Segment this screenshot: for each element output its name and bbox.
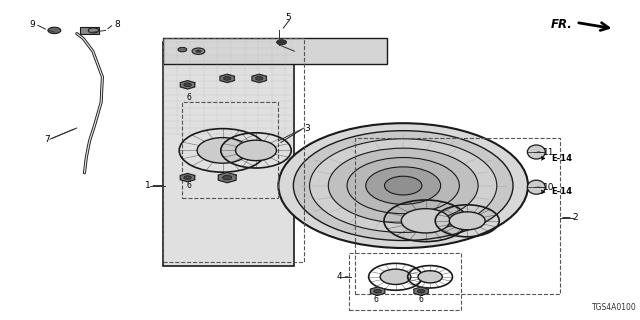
Circle shape bbox=[347, 157, 460, 214]
Text: E-14: E-14 bbox=[552, 154, 573, 163]
Text: 11: 11 bbox=[543, 148, 554, 156]
Polygon shape bbox=[218, 172, 236, 183]
Text: 2: 2 bbox=[573, 213, 579, 222]
Bar bbox=[80, 27, 99, 34]
Circle shape bbox=[374, 289, 381, 293]
Bar bbox=[355, 138, 560, 294]
Circle shape bbox=[184, 83, 191, 87]
Circle shape bbox=[417, 289, 425, 293]
Circle shape bbox=[328, 148, 478, 223]
Circle shape bbox=[418, 271, 442, 283]
FancyBboxPatch shape bbox=[163, 42, 294, 266]
Text: 1: 1 bbox=[145, 181, 150, 190]
Bar bbox=[163, 38, 304, 262]
Circle shape bbox=[236, 140, 276, 161]
Circle shape bbox=[197, 138, 248, 163]
Text: 6: 6 bbox=[419, 295, 424, 304]
Text: 6: 6 bbox=[186, 181, 191, 190]
Text: 6: 6 bbox=[186, 93, 191, 102]
FancyBboxPatch shape bbox=[163, 38, 387, 64]
Text: FR.: FR. bbox=[551, 18, 573, 30]
Circle shape bbox=[178, 47, 187, 52]
Circle shape bbox=[223, 175, 232, 180]
Circle shape bbox=[380, 269, 411, 284]
Bar bbox=[182, 102, 278, 198]
Text: TGS4A0100: TGS4A0100 bbox=[592, 303, 637, 312]
Polygon shape bbox=[180, 81, 195, 89]
Text: 4: 4 bbox=[337, 272, 342, 281]
Circle shape bbox=[278, 123, 528, 248]
Circle shape bbox=[192, 48, 205, 54]
Circle shape bbox=[223, 76, 231, 80]
Circle shape bbox=[401, 209, 450, 233]
Bar bbox=[349, 253, 461, 310]
Polygon shape bbox=[371, 287, 385, 295]
Ellipse shape bbox=[527, 145, 545, 159]
Text: 10: 10 bbox=[543, 183, 554, 192]
Text: E-14: E-14 bbox=[552, 188, 573, 196]
Polygon shape bbox=[252, 74, 266, 83]
Circle shape bbox=[449, 212, 485, 230]
Text: 6: 6 bbox=[373, 295, 378, 304]
Circle shape bbox=[366, 167, 440, 204]
Circle shape bbox=[310, 139, 497, 232]
Circle shape bbox=[255, 76, 263, 80]
Text: 9: 9 bbox=[29, 20, 35, 28]
Circle shape bbox=[48, 27, 61, 34]
Polygon shape bbox=[414, 287, 428, 295]
Text: 8: 8 bbox=[114, 20, 120, 28]
Ellipse shape bbox=[527, 180, 545, 194]
Polygon shape bbox=[220, 74, 234, 83]
Circle shape bbox=[293, 131, 513, 241]
Circle shape bbox=[184, 176, 191, 180]
Circle shape bbox=[385, 176, 422, 195]
Text: 7: 7 bbox=[44, 135, 50, 144]
Circle shape bbox=[276, 40, 287, 45]
Polygon shape bbox=[180, 173, 195, 182]
Text: 3: 3 bbox=[304, 124, 310, 132]
Circle shape bbox=[195, 50, 202, 53]
Text: 5: 5 bbox=[285, 13, 291, 22]
